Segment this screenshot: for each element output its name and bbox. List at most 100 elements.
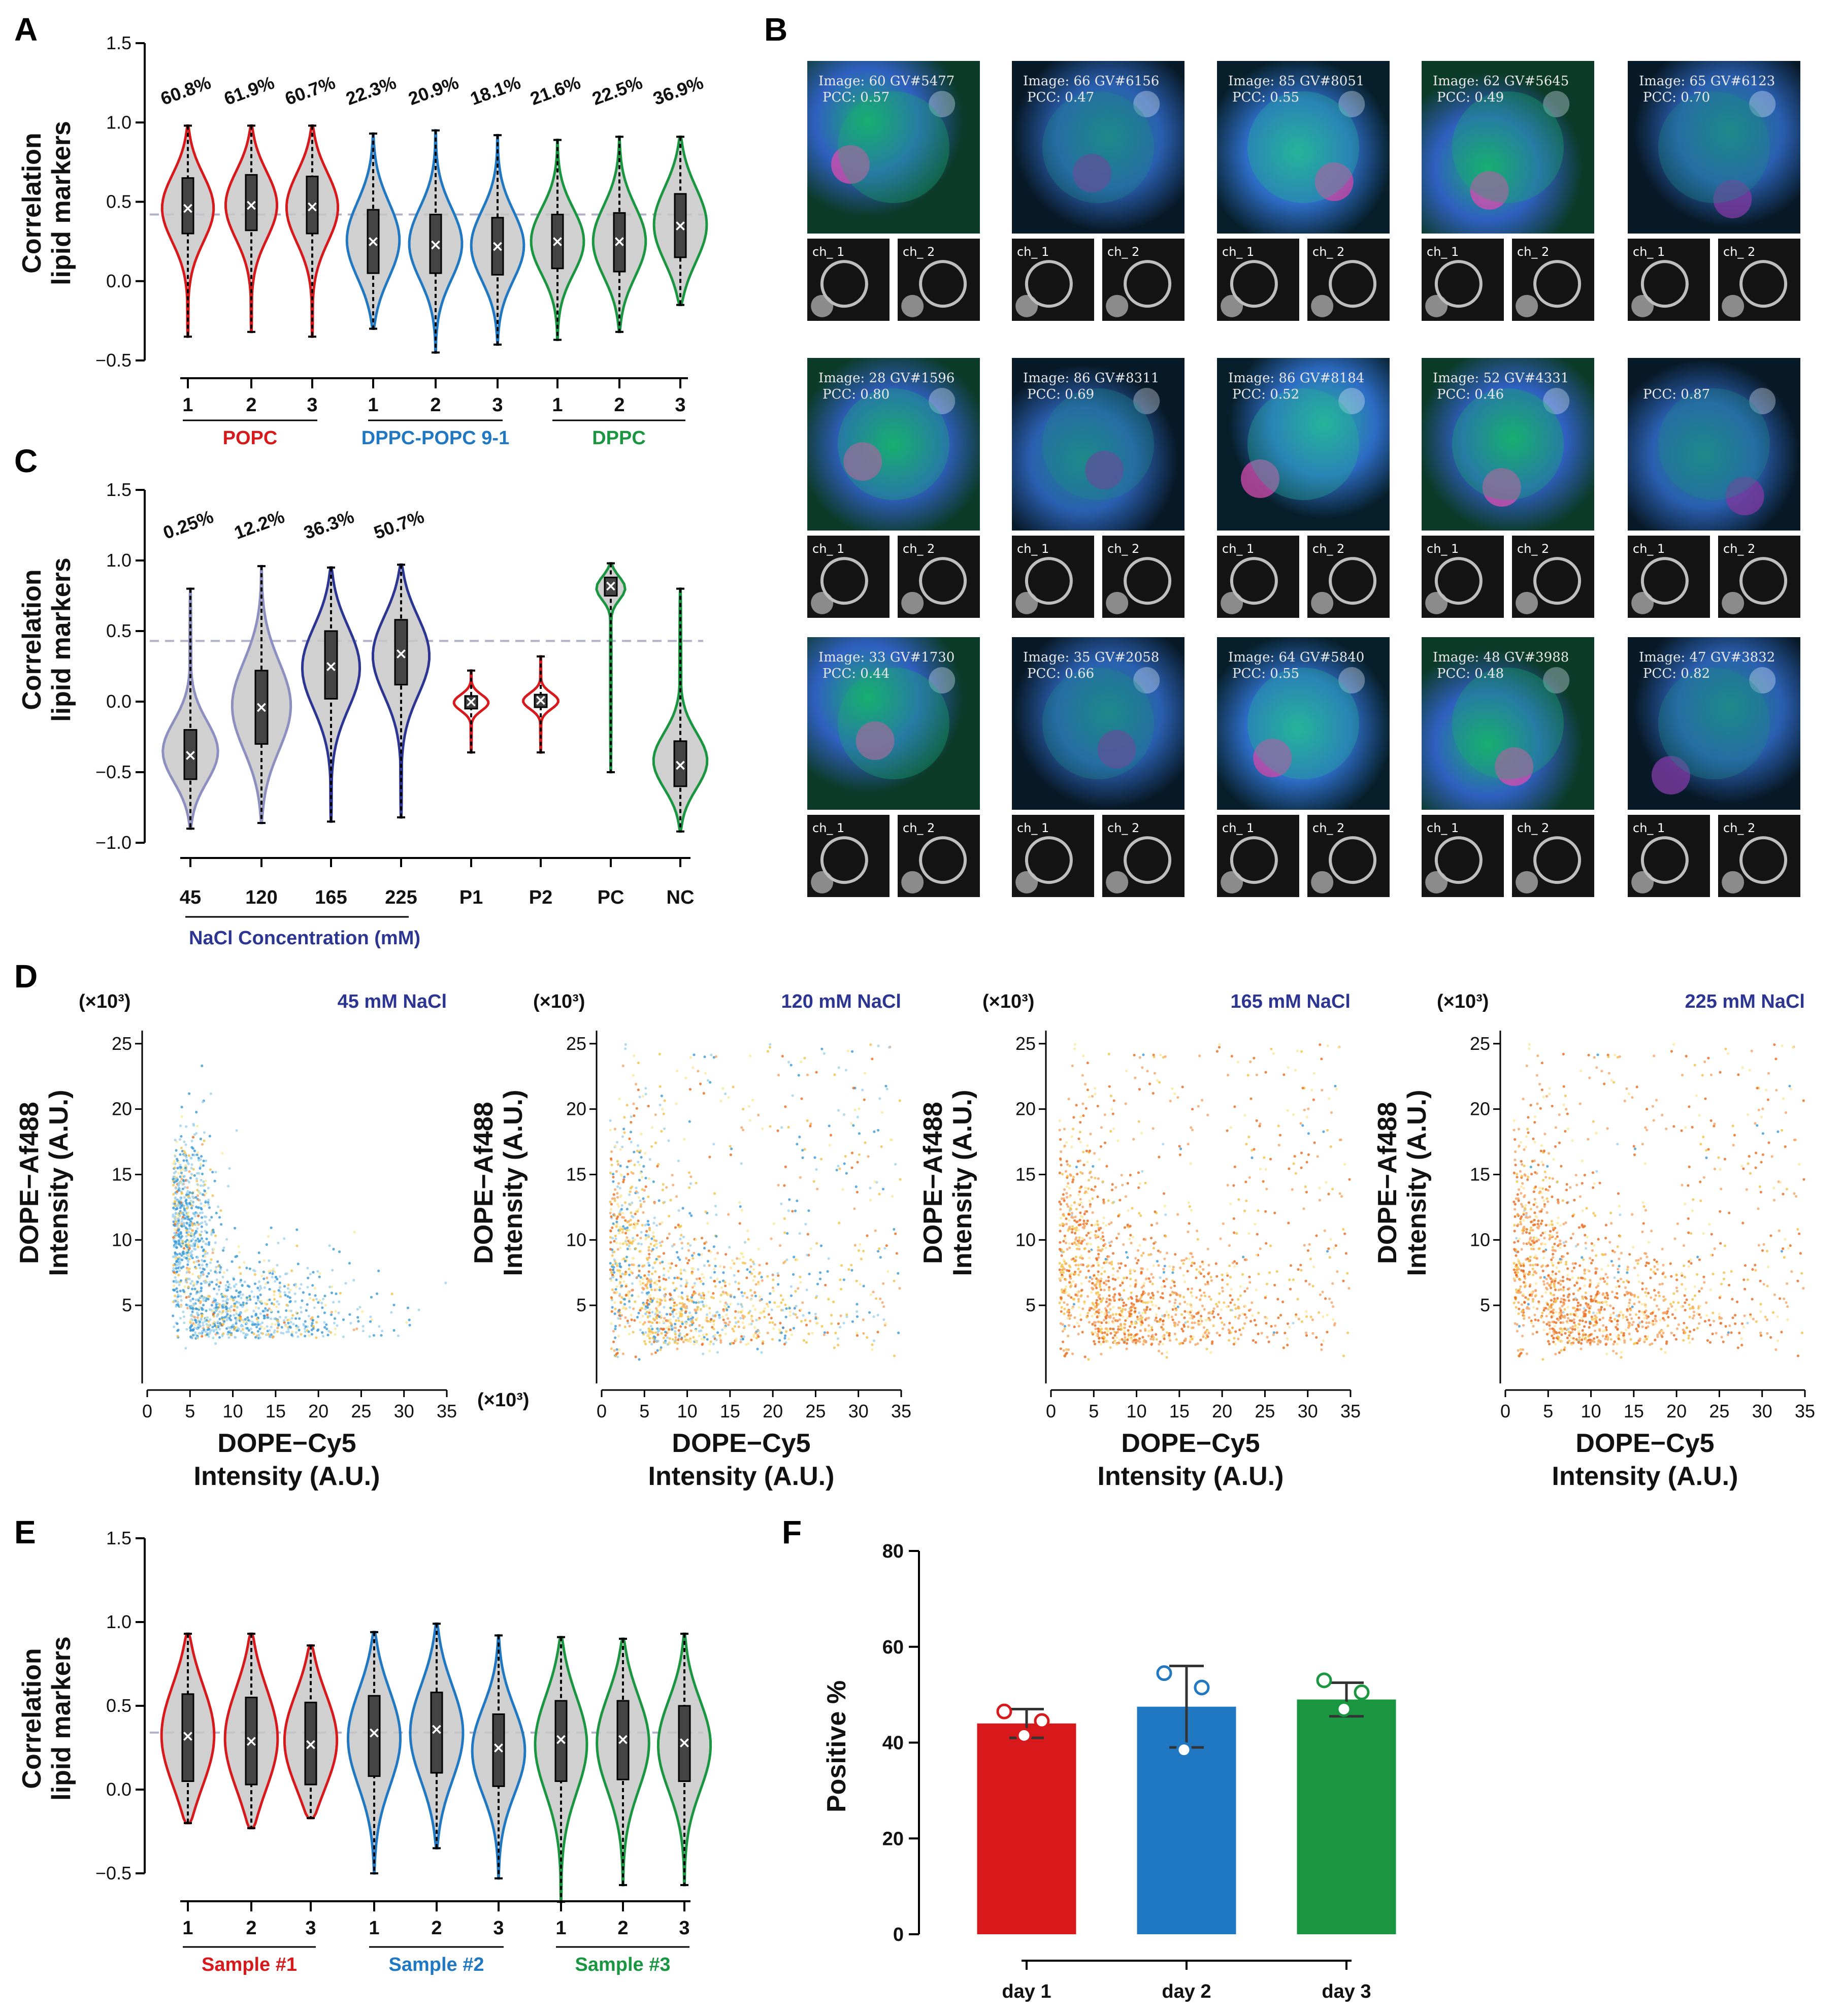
- scatter-point: [719, 1294, 722, 1297]
- scatter-point: [632, 1240, 635, 1243]
- scatter-point: [639, 1149, 642, 1152]
- scatter-point: [660, 1244, 663, 1247]
- scatter-point: [1168, 1332, 1171, 1335]
- scatter-point: [1264, 1071, 1267, 1074]
- scatter-point: [193, 1149, 196, 1152]
- scatter-point: [1091, 1277, 1094, 1280]
- scatter-point: [1126, 1182, 1129, 1185]
- scatter-point: [342, 1335, 345, 1338]
- scatter-point: [701, 1237, 704, 1240]
- scatter-point: [730, 1266, 733, 1269]
- scatter-point: [1203, 1291, 1206, 1294]
- vesicle-blob: [1042, 91, 1154, 203]
- scatter-point: [1287, 1221, 1290, 1225]
- scatter-point: [609, 1236, 612, 1239]
- y-tick-label: 1.0: [106, 112, 131, 133]
- scatter-point: [1200, 1314, 1203, 1317]
- scatter-point: [863, 1098, 866, 1101]
- scatter-point: [637, 1219, 640, 1222]
- scatter-point: [709, 1250, 712, 1253]
- scatter-point: [759, 1299, 762, 1302]
- scatter-point: [181, 1187, 184, 1191]
- scatter-point: [1312, 1265, 1315, 1269]
- scatter-point: [392, 1329, 396, 1332]
- scatter-point: [707, 1291, 710, 1294]
- scatter-point: [761, 1342, 764, 1345]
- scatter-point: [239, 1303, 242, 1306]
- scatter-point: [1083, 1302, 1086, 1305]
- scatter-point: [1197, 1105, 1200, 1108]
- scatter-point: [202, 1184, 205, 1187]
- scatter-point: [739, 1316, 742, 1319]
- scatter-point: [846, 1049, 849, 1052]
- scatter-point: [612, 1180, 615, 1183]
- scatter-point: [654, 1351, 657, 1354]
- scatter-point: [773, 1301, 776, 1304]
- scatter-point: [789, 1328, 792, 1332]
- scatter-point: [664, 1331, 667, 1334]
- scatter-point: [1175, 1338, 1178, 1341]
- channel-blob: [1311, 591, 1334, 614]
- scatter-point: [247, 1329, 250, 1332]
- ylabel-line1: Correlation: [17, 133, 47, 273]
- scatter-point: [1344, 1252, 1347, 1255]
- scatter-point: [290, 1317, 293, 1320]
- scatter-point: [1112, 1274, 1115, 1277]
- scatter-point: [622, 1216, 626, 1219]
- scatter-point: [641, 1188, 644, 1191]
- merged-image: [1217, 358, 1390, 531]
- scatter-point: [647, 1270, 650, 1273]
- vesicle-blob: [1658, 668, 1770, 779]
- scatter-point: [1059, 1224, 1062, 1227]
- scatter-point: [753, 1275, 756, 1278]
- scatter-point: [1198, 1054, 1201, 1057]
- scatter-point: [734, 1325, 737, 1328]
- iqr-box: [181, 177, 194, 235]
- scatter-point: [1183, 1301, 1187, 1304]
- median-marker: ×: [245, 196, 257, 214]
- scatter-point: [204, 1330, 207, 1333]
- scatter-point: [727, 1293, 730, 1296]
- scatter-point: [270, 1317, 273, 1320]
- scatter-point: [1123, 1341, 1126, 1344]
- scatter-point: [748, 1270, 751, 1274]
- scatter-point: [178, 1283, 181, 1286]
- scatter-point: [740, 1303, 743, 1306]
- scatter-point: [1171, 1291, 1174, 1294]
- scatter-point: [1340, 1195, 1343, 1198]
- panel-a-ylabel: Correlation lipid markers: [17, 121, 76, 285]
- scatter-point: [180, 1169, 183, 1172]
- scatter-point: [1129, 1284, 1132, 1287]
- scatter-point: [741, 1261, 745, 1264]
- scatter-point: [1133, 1053, 1136, 1056]
- scatter-point: [715, 1338, 718, 1341]
- scatter-point: [895, 1252, 898, 1255]
- y-tick-label: 10: [566, 1229, 586, 1250]
- scatter-point: [743, 1325, 746, 1328]
- x-tick-label: 0: [597, 1401, 607, 1422]
- scatter-point: [273, 1290, 276, 1293]
- scatter-point: [609, 1171, 612, 1174]
- scatter-point: [1231, 1326, 1234, 1329]
- scatter-point: [212, 1315, 215, 1318]
- scatter-point: [834, 1332, 837, 1335]
- scatter-point: [334, 1333, 337, 1336]
- scatter-point: [1142, 1343, 1145, 1346]
- channel-blob: [1631, 294, 1654, 317]
- scatter-point: [680, 1307, 683, 1310]
- scatter-point: [1265, 1242, 1268, 1245]
- scatter-point: [1243, 1114, 1246, 1117]
- channel-label: ch_ 1: [1222, 542, 1254, 556]
- channel-label: ch_ 1: [1222, 245, 1254, 259]
- scatter-point: [622, 1257, 626, 1260]
- scatter-point: [1140, 1272, 1143, 1275]
- scatter-point: [623, 1175, 626, 1178]
- scatter-point: [195, 1336, 199, 1339]
- vesicle-blob: [1241, 459, 1279, 498]
- x-tick-label: 45: [180, 887, 201, 908]
- scatter-point: [1135, 1295, 1138, 1298]
- scatter-point: [308, 1293, 311, 1296]
- scatter-point: [189, 1282, 192, 1285]
- scatter-point: [1087, 1264, 1090, 1267]
- scatter-point: [672, 1281, 675, 1284]
